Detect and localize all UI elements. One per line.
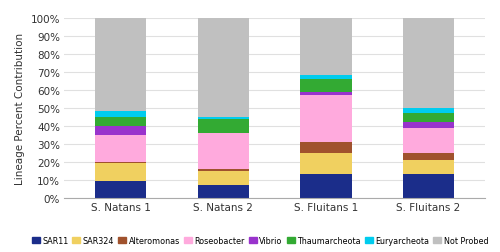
Bar bbox=[198, 171, 249, 185]
Bar bbox=[95, 135, 146, 162]
Bar bbox=[300, 92, 352, 96]
Bar bbox=[95, 164, 146, 182]
Bar bbox=[403, 108, 454, 114]
Bar bbox=[403, 174, 454, 198]
Bar bbox=[300, 174, 352, 198]
Bar bbox=[300, 76, 352, 80]
Bar bbox=[95, 182, 146, 198]
Bar bbox=[300, 80, 352, 92]
Bar bbox=[300, 19, 352, 76]
Bar bbox=[95, 126, 146, 135]
Y-axis label: Lineage Percent Contribution: Lineage Percent Contribution bbox=[15, 33, 25, 184]
Bar bbox=[198, 117, 249, 119]
Bar bbox=[198, 169, 249, 171]
Bar bbox=[300, 153, 352, 174]
Bar bbox=[198, 133, 249, 169]
Bar bbox=[95, 19, 146, 112]
Bar bbox=[198, 119, 249, 133]
Bar bbox=[95, 162, 146, 164]
Bar bbox=[403, 123, 454, 128]
Legend: SAR11, SAR324, Alteromonas, Roseobacter, Vibrio, Thaumarcheota, Euryarcheota, No: SAR11, SAR324, Alteromonas, Roseobacter,… bbox=[28, 233, 491, 248]
Bar bbox=[95, 112, 146, 117]
Bar bbox=[403, 160, 454, 174]
Bar bbox=[300, 96, 352, 142]
Bar bbox=[403, 114, 454, 123]
Bar bbox=[403, 19, 454, 108]
Bar bbox=[403, 153, 454, 160]
Bar bbox=[198, 185, 249, 198]
Bar bbox=[198, 19, 249, 117]
Bar bbox=[95, 117, 146, 126]
Bar bbox=[300, 142, 352, 153]
Bar bbox=[403, 128, 454, 153]
